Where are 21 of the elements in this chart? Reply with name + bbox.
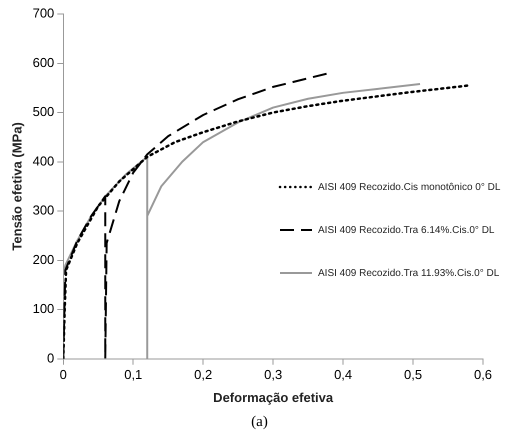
y-tick-label: 100 xyxy=(32,301,54,316)
x-tick-label: 0 xyxy=(60,367,67,382)
x-tick-label: 0,5 xyxy=(404,367,422,382)
x-axis-title: Deformação efetiva xyxy=(213,390,334,405)
y-tick-label: 700 xyxy=(32,6,54,21)
y-tick-label: 500 xyxy=(32,104,54,120)
text: (a) xyxy=(250,414,269,431)
x-tick-label: 0,6 xyxy=(474,367,492,382)
x-tick-label: 0,1 xyxy=(124,367,142,382)
y-tick-label: 0 xyxy=(47,350,54,366)
x-tick-label: 0,2 xyxy=(194,367,212,382)
y-axis-title: Tensão efetiva (MPa) xyxy=(9,122,24,251)
legend-label: AISI 409 Recozido.Tra 11.93%.Cis.0° DL xyxy=(318,268,500,278)
y-tick-label: 300 xyxy=(32,202,54,218)
y-tick-label: 400 xyxy=(32,153,54,168)
legend-label: AISI 409 Recozido.Cis monotônico 0° DL xyxy=(318,182,500,192)
x-tick-label: 0,3 xyxy=(264,367,282,382)
y-tick-label: 200 xyxy=(32,252,54,267)
x-tick-label: 0,4 xyxy=(334,367,352,382)
legend-label: AISI 409 Recozido.Tra 6.14%.Cis.0° DL xyxy=(318,224,494,236)
y-tick-label: 600 xyxy=(32,54,54,70)
